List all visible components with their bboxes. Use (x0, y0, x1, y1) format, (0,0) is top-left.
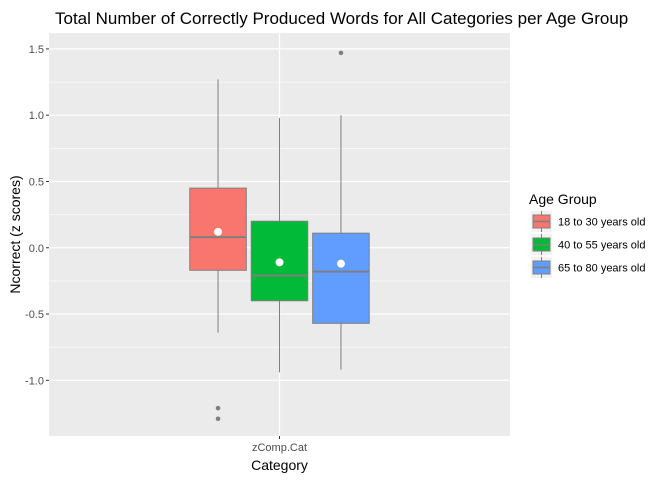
legend-item-2: 40 to 55 years old (531, 234, 645, 255)
legend-item-1: 18 to 30 years old (531, 211, 645, 232)
y-axis-title: Ncorrect (z scores) (7, 175, 23, 293)
outlier-point (338, 50, 344, 56)
y-axis: -1.0 -0.5 0.0 0.5 1.0 1.5 (25, 44, 49, 387)
y-tick-label: 0.5 (29, 176, 44, 188)
legend-item-3: 65 to 80 years old (531, 257, 645, 278)
x-axis-title: Category (251, 457, 308, 473)
mean-point (336, 259, 345, 268)
outlier-point (215, 405, 221, 411)
x-axis: zComp.Cat (252, 436, 307, 454)
legend-label: 40 to 55 years old (558, 240, 645, 252)
legend-label: 18 to 30 years old (558, 217, 645, 229)
mean-point (214, 227, 223, 236)
boxplots (189, 50, 370, 422)
mean-point (275, 258, 284, 267)
y-tick-label: 1.5 (29, 44, 44, 56)
y-tick-label: 1.0 (29, 110, 44, 122)
legend-title: Age Group (529, 191, 597, 207)
legend: Age Group 18 to 30 years old 40 to 55 yea… (529, 191, 645, 278)
legend-label: 65 to 80 years old (558, 263, 645, 275)
boxplot-3 (312, 50, 370, 370)
box (312, 232, 370, 324)
x-tick-label: zComp.Cat (252, 442, 307, 454)
y-tick-label: 0.0 (29, 243, 44, 255)
chart-title: Total Number of Correctly Produced Words… (55, 9, 628, 28)
y-tick-label: -0.5 (25, 309, 44, 321)
boxplot-2 (250, 117, 309, 373)
outlier-point (215, 416, 221, 422)
boxplot-1 (189, 79, 247, 422)
y-tick-label: -1.0 (25, 375, 44, 387)
